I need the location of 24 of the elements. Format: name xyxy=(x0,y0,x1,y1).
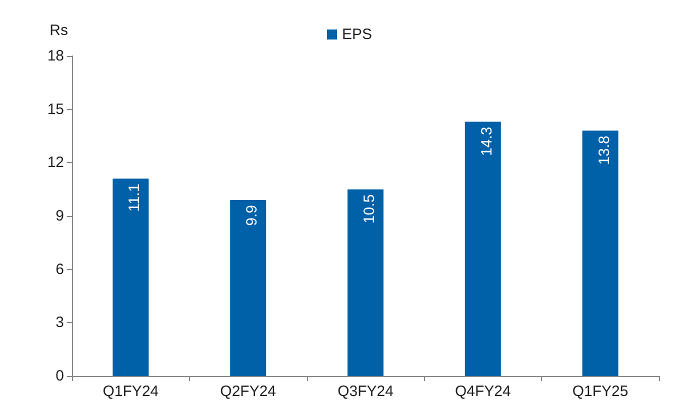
x-tick-label: Q3FY24 xyxy=(338,383,394,400)
data-label: 9.9 xyxy=(244,205,261,226)
y-tick-label: 0 xyxy=(56,368,64,384)
x-tick-label: Q1FY24 xyxy=(102,383,159,400)
y-tick-label: 3 xyxy=(56,314,64,332)
y-axis-title: Rs xyxy=(50,22,68,39)
y-tick-label: 15 xyxy=(47,100,64,118)
data-label: 13.8 xyxy=(596,136,613,165)
bar xyxy=(464,122,501,376)
bar xyxy=(582,130,618,376)
x-tick-label: Q1FY25 xyxy=(572,383,628,400)
x-tick-label: Q2FY24 xyxy=(220,383,276,400)
legend-label: EPS xyxy=(342,26,372,43)
data-label: 10.5 xyxy=(361,194,378,224)
y-tick-label: 18 xyxy=(47,48,64,64)
bar xyxy=(230,200,266,376)
bar xyxy=(112,178,149,376)
data-label: 14.3 xyxy=(478,126,496,156)
bar xyxy=(348,189,384,376)
data-label: 11.1 xyxy=(126,184,144,212)
x-tick-label: Q4FY24 xyxy=(454,383,511,400)
y-tick-label: 6 xyxy=(56,260,64,278)
y-tick-label: 12 xyxy=(47,154,64,172)
y-tick-label: 9 xyxy=(56,208,64,224)
